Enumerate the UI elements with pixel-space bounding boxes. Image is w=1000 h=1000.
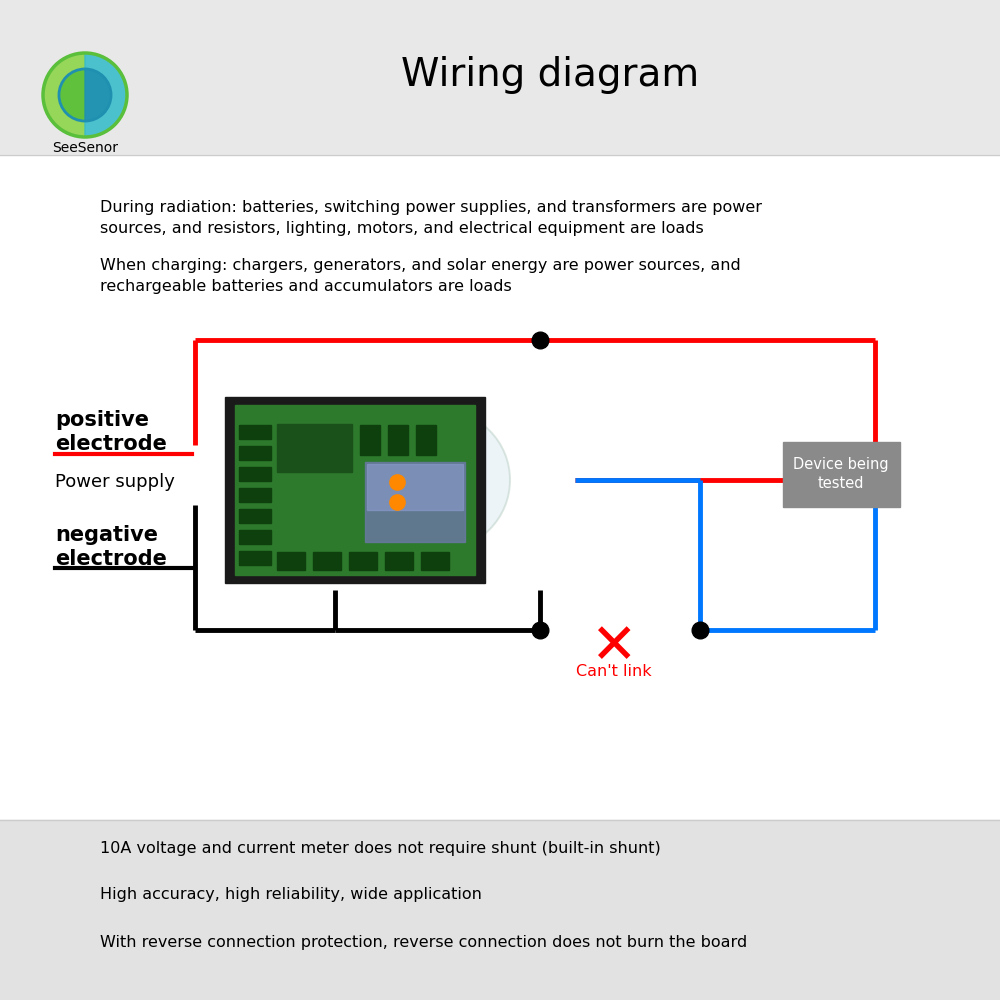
Bar bbox=[783, 442, 900, 507]
Wedge shape bbox=[43, 53, 85, 137]
Wedge shape bbox=[85, 53, 127, 137]
Text: Power supply: Power supply bbox=[55, 473, 175, 491]
Bar bbox=[349, 552, 377, 570]
Bar bbox=[239, 425, 271, 439]
Bar bbox=[0, 0, 1000, 155]
Bar bbox=[239, 446, 271, 460]
Bar bbox=[360, 425, 380, 455]
Bar bbox=[235, 405, 475, 575]
Bar bbox=[0, 820, 1000, 1000]
Text: Wiring diagram: Wiring diagram bbox=[401, 56, 699, 94]
Bar bbox=[277, 552, 305, 570]
Bar bbox=[0, 155, 1000, 820]
Text: negative
electrode: negative electrode bbox=[55, 525, 167, 569]
Bar bbox=[277, 424, 352, 472]
Text: During radiation: batteries, switching power supplies, and transformers are powe: During radiation: batteries, switching p… bbox=[100, 200, 762, 236]
Bar bbox=[385, 552, 413, 570]
Bar bbox=[239, 509, 271, 523]
Bar bbox=[388, 425, 408, 455]
Text: Can't link: Can't link bbox=[576, 664, 652, 680]
Bar bbox=[421, 552, 449, 570]
Bar bbox=[367, 464, 463, 510]
Wedge shape bbox=[370, 410, 440, 550]
Text: With reverse connection protection, reverse connection does not burn the board: With reverse connection protection, reve… bbox=[100, 934, 747, 950]
Bar bbox=[239, 467, 271, 481]
Bar bbox=[239, 488, 271, 502]
Text: SeeSenor: SeeSenor bbox=[52, 141, 118, 155]
Text: 10A voltage and current meter does not require shunt (built-in shunt): 10A voltage and current meter does not r… bbox=[100, 840, 661, 856]
Bar bbox=[239, 530, 271, 544]
Text: Device being
tested: Device being tested bbox=[793, 457, 889, 491]
Text: ✕: ✕ bbox=[591, 621, 637, 675]
Text: positive
electrode: positive electrode bbox=[55, 410, 167, 454]
Text: High accuracy, high reliability, wide application: High accuracy, high reliability, wide ap… bbox=[100, 888, 482, 902]
Bar bbox=[313, 552, 341, 570]
Wedge shape bbox=[440, 410, 510, 550]
Wedge shape bbox=[85, 69, 111, 121]
Bar bbox=[225, 397, 485, 583]
Bar bbox=[365, 462, 465, 542]
Text: When charging: chargers, generators, and solar energy are power sources, and
rec: When charging: chargers, generators, and… bbox=[100, 258, 741, 294]
Bar bbox=[416, 425, 436, 455]
Bar bbox=[239, 551, 271, 565]
Wedge shape bbox=[59, 69, 85, 121]
